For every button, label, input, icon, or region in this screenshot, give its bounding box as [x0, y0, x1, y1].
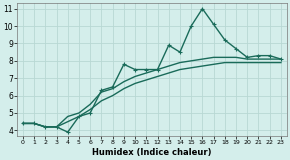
- X-axis label: Humidex (Indice chaleur): Humidex (Indice chaleur): [92, 148, 212, 156]
